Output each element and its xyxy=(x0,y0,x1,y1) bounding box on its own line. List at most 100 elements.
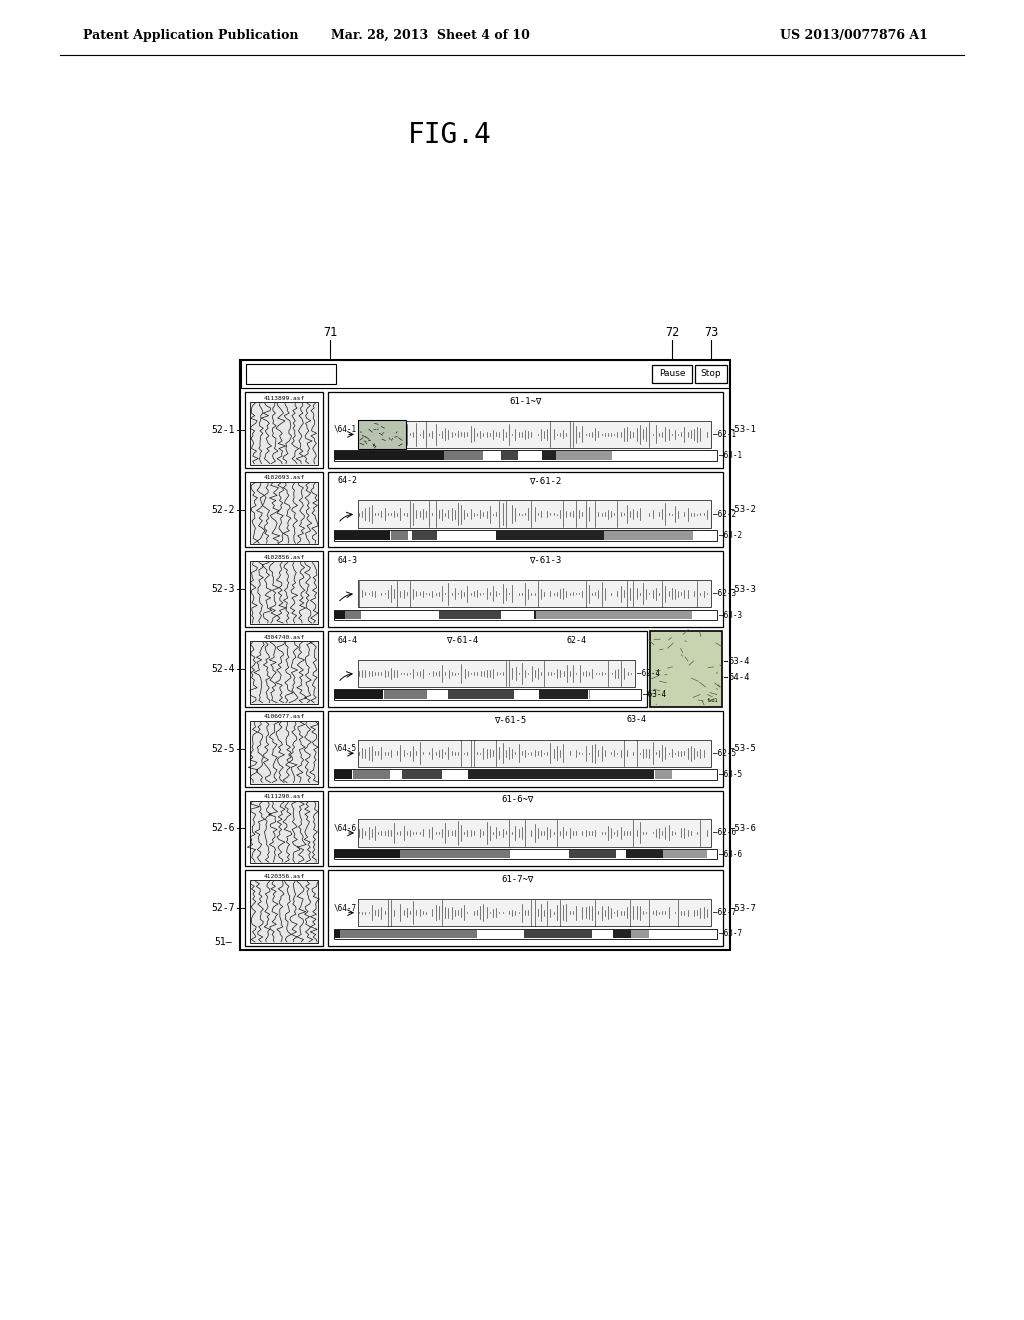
Text: \64-7: \64-7 xyxy=(334,903,357,912)
Text: 4102856.asf: 4102856.asf xyxy=(263,554,304,560)
Text: 73: 73 xyxy=(703,326,718,338)
Bar xyxy=(358,820,711,846)
Bar xyxy=(408,531,412,540)
Bar xyxy=(358,420,406,449)
Text: ∇-61-2: ∇-61-2 xyxy=(529,477,561,486)
Text: —62-2: —62-2 xyxy=(713,510,736,519)
Bar xyxy=(334,929,340,939)
Bar xyxy=(569,850,615,858)
Bar xyxy=(542,451,556,459)
Bar xyxy=(250,880,318,942)
Text: —53-1: —53-1 xyxy=(729,425,756,434)
Bar xyxy=(334,531,390,540)
Bar xyxy=(556,451,612,459)
Bar xyxy=(334,451,444,459)
Bar xyxy=(245,392,323,467)
Text: 64-4: 64-4 xyxy=(338,636,358,644)
Text: 52-3: 52-3 xyxy=(212,585,234,594)
Bar xyxy=(358,421,711,447)
Bar xyxy=(437,531,496,540)
Bar xyxy=(592,929,613,939)
Bar xyxy=(402,770,442,779)
Bar xyxy=(627,850,663,858)
Bar xyxy=(334,531,717,541)
Text: Pause: Pause xyxy=(658,370,685,379)
Bar xyxy=(708,850,717,858)
Bar xyxy=(693,531,717,540)
Text: 52-2: 52-2 xyxy=(212,504,234,515)
Text: 52-5: 52-5 xyxy=(212,743,234,754)
Bar xyxy=(340,929,477,939)
Bar xyxy=(245,631,323,706)
Bar xyxy=(590,690,641,700)
Bar xyxy=(334,689,641,700)
Text: 72: 72 xyxy=(665,326,679,338)
Bar xyxy=(616,850,626,858)
Bar xyxy=(654,770,672,779)
Text: \64-5: \64-5 xyxy=(334,743,357,752)
Bar xyxy=(328,791,723,866)
Bar xyxy=(496,531,603,540)
Bar xyxy=(589,690,590,700)
Text: 54-4: 54-4 xyxy=(728,672,750,681)
Bar xyxy=(334,610,717,620)
Text: 4113899.asf: 4113899.asf xyxy=(263,396,304,400)
Bar xyxy=(534,611,536,619)
Bar xyxy=(352,770,389,779)
Text: 62-4: 62-4 xyxy=(567,636,587,644)
Bar xyxy=(390,770,401,779)
Bar xyxy=(245,471,323,548)
Text: —63-5: —63-5 xyxy=(719,770,742,779)
Text: 4111290.asf: 4111290.asf xyxy=(263,795,304,799)
Text: ∇-61-5: ∇-61-5 xyxy=(494,715,526,725)
Text: Stop: Stop xyxy=(700,370,721,379)
Bar xyxy=(240,360,730,950)
Text: 4106077.asf: 4106077.asf xyxy=(263,714,304,719)
Text: —63-7: —63-7 xyxy=(719,929,742,939)
Bar xyxy=(510,850,568,858)
Text: —63-3: —63-3 xyxy=(719,611,742,619)
Text: ∇-61-3: ∇-61-3 xyxy=(529,556,561,565)
Bar xyxy=(334,690,384,700)
Text: fwd1: fwd1 xyxy=(707,698,718,704)
Text: \64-1: \64-1 xyxy=(334,425,357,434)
Bar xyxy=(664,850,708,858)
Bar xyxy=(400,850,510,858)
Text: 52-1: 52-1 xyxy=(212,425,234,434)
Text: —63-1: —63-1 xyxy=(719,451,742,461)
Bar xyxy=(245,552,323,627)
Text: Mar. 28, 2013  Sheet 4 of 10: Mar. 28, 2013 Sheet 4 of 10 xyxy=(331,29,529,41)
Text: —53-7: —53-7 xyxy=(729,904,756,912)
Bar xyxy=(250,642,318,704)
Text: 71: 71 xyxy=(323,326,337,338)
Bar xyxy=(477,929,523,939)
Bar xyxy=(632,929,649,939)
Bar xyxy=(334,450,717,461)
Text: —62-6: —62-6 xyxy=(713,829,736,837)
Bar xyxy=(328,392,723,467)
Bar xyxy=(245,791,323,866)
Bar xyxy=(612,451,717,459)
Text: 64-2: 64-2 xyxy=(338,477,358,486)
Text: \64-6: \64-6 xyxy=(334,824,357,833)
Bar xyxy=(334,849,717,859)
Bar xyxy=(358,500,711,528)
Bar xyxy=(439,611,502,619)
Text: 64-3: 64-3 xyxy=(338,556,358,565)
Text: 4304740.asf: 4304740.asf xyxy=(263,635,304,640)
Text: 4120356.asf: 4120356.asf xyxy=(263,874,304,879)
Bar xyxy=(673,770,717,779)
Bar xyxy=(695,366,727,383)
Text: 61-6~∇: 61-6~∇ xyxy=(502,795,534,804)
Text: —62-3: —62-3 xyxy=(713,589,736,598)
Bar xyxy=(442,770,467,779)
Bar xyxy=(250,800,318,863)
Text: —62-7: —62-7 xyxy=(713,908,736,917)
Text: —63-6: —63-6 xyxy=(719,850,742,859)
Bar xyxy=(245,711,323,787)
Bar xyxy=(334,928,717,940)
Bar xyxy=(345,611,360,619)
Bar xyxy=(502,611,534,619)
Bar xyxy=(328,631,647,706)
Text: —53-2: —53-2 xyxy=(729,506,756,513)
